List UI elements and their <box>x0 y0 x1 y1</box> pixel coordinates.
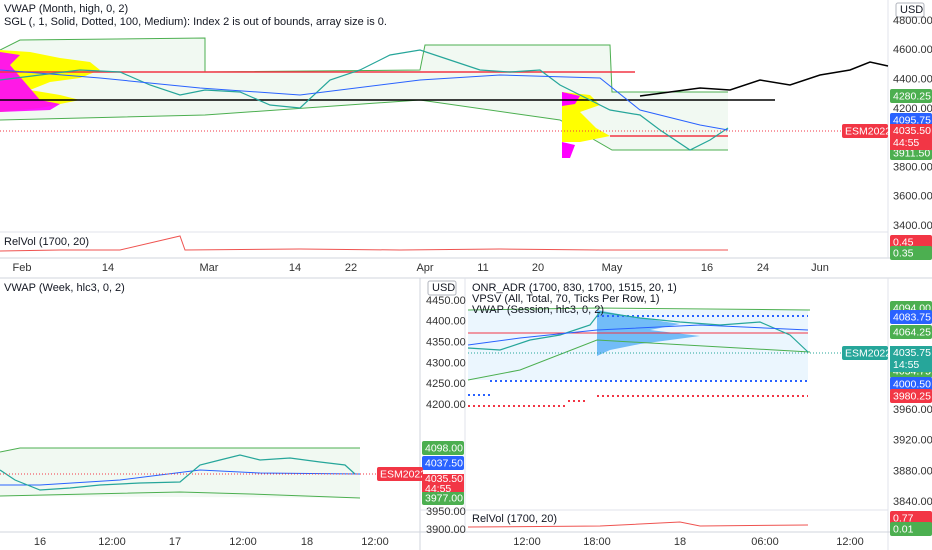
price-badge-text: 4095.75 <box>893 114 931 126</box>
symbol-price-badge <box>890 124 932 150</box>
indicator-legend: VPSV (All, Total, 70, Ticks Per Row, 1) <box>472 293 659 305</box>
price-badge <box>422 491 464 505</box>
price-badge <box>890 113 932 127</box>
time-axis-label: 24 <box>757 262 769 274</box>
symbol-price: 4035.75 <box>893 347 931 359</box>
time-axis-label: 20 <box>532 262 544 274</box>
countdown: 44:55 <box>425 483 451 495</box>
left-scale-label: 4300.00 <box>426 357 466 369</box>
time-axis-label: 06:00 <box>751 536 779 548</box>
time-axis-label: 12:00 <box>361 536 389 548</box>
relvol-legend: RelVol (1700, 20) <box>4 236 89 248</box>
symbol-badge <box>842 124 888 138</box>
price-badge-text: 4037.50 <box>425 457 463 469</box>
relvol-legend: RelVol (1700, 20) <box>472 513 557 525</box>
symbol-badge <box>842 346 888 360</box>
price-badge <box>890 325 932 339</box>
price-scale-label: 3800.00 <box>893 161 932 173</box>
price-badge-text: 4064.25 <box>893 326 931 338</box>
price-scale-label: 3950.00 <box>426 506 466 518</box>
time-axis-label: 22 <box>345 262 357 274</box>
price-badge <box>890 310 932 324</box>
time-axis-label: Apr <box>416 262 433 274</box>
time-axis-label: 14 <box>289 262 301 274</box>
symbol-price-badge <box>890 346 932 372</box>
price-badge-text: 0.77 <box>893 512 914 524</box>
price-badge <box>890 377 932 391</box>
currency-box <box>427 280 457 296</box>
time-axis-label: 12:00 <box>513 536 541 548</box>
symbol-price: 4035.50 <box>425 473 463 485</box>
price-badge-text: 3977.00 <box>425 492 463 504</box>
price-scale-label: 3840.00 <box>893 496 932 508</box>
time-axis-label: 16 <box>701 262 713 274</box>
price-scale-label: 4800.00 <box>893 15 932 27</box>
price-scale-label: 3880.00 <box>893 465 932 477</box>
price-scale-label: 3600.00 <box>893 191 932 203</box>
price-badge-text: 3911.50 <box>893 147 930 159</box>
price-badge <box>422 456 464 470</box>
countdown: 14:55 <box>893 359 919 371</box>
price-badge <box>890 89 932 103</box>
symbol-text: ESM2022 <box>845 347 891 359</box>
indicator-legend: ONR_ADR (1700, 830, 1700, 1515, 20, 1) <box>472 282 677 294</box>
price-scale-label: 4200.00 <box>893 103 932 115</box>
price-badge-text: 0.01 <box>893 523 914 535</box>
price-badge-text: 0.35 <box>893 247 914 259</box>
price-scale-label: 3400.00 <box>893 220 932 232</box>
price-badge-text: 4000.50 <box>893 378 931 390</box>
symbol-badge <box>377 467 423 481</box>
left-scale-label: 4350.00 <box>426 337 466 349</box>
price-badge-text: 4083.75 <box>893 311 931 323</box>
countdown: 44:55 <box>893 137 919 149</box>
price-badge-text: 0.45 <box>893 236 914 248</box>
time-axis-label: 16 <box>34 536 46 548</box>
time-axis-label: 18 <box>674 536 686 548</box>
symbol-text: ESM2022 <box>845 125 891 137</box>
symbol-price-badge <box>422 474 464 492</box>
time-axis-label: 12:00 <box>229 536 257 548</box>
time-axis-label: 14 <box>102 262 114 274</box>
currency-box <box>895 2 925 18</box>
indicator-legend: VWAP (Month, high, 0, 2) <box>4 3 128 15</box>
price-badge <box>890 389 932 403</box>
price-badge-text: 3980.25 <box>893 390 931 402</box>
time-axis-label: Jun <box>811 262 829 274</box>
currency: USD <box>900 4 923 16</box>
time-axis-label: 18:00 <box>583 536 611 548</box>
time-axis-label: Feb <box>13 262 32 274</box>
symbol-text: ESM2022 <box>380 468 426 480</box>
price-scale-label: 4600.00 <box>893 44 932 56</box>
price-scale-label: 3960.00 <box>893 404 932 416</box>
price-badge <box>890 522 932 536</box>
symbol-price: 4035.50 <box>893 125 931 137</box>
left-scale-label: 4200.00 <box>426 399 466 411</box>
time-axis-label: 18 <box>301 536 313 548</box>
price-badge <box>890 246 932 260</box>
price-scale-label: 4400.00 <box>893 74 932 86</box>
time-axis-label: 12:00 <box>836 536 864 548</box>
left-scale-label: 4450.00 <box>426 295 466 307</box>
left-scale-label: 4400.00 <box>426 316 466 328</box>
price-badge-text: 4280.25 <box>893 90 931 102</box>
time-axis-label: 12:00 <box>98 536 126 548</box>
indicator-legend: SGL (, 1, Solid, Dotted, 100, Medium): I… <box>4 16 387 28</box>
time-axis-label: 11 <box>477 262 488 274</box>
time-axis-label: Mar <box>200 262 219 274</box>
currency: USD <box>432 282 455 294</box>
price-badge <box>890 511 932 525</box>
price-scale-label: 3920.00 <box>893 435 932 447</box>
price-badge <box>422 441 464 455</box>
time-axis-label: 17 <box>169 536 181 548</box>
price-scale-label: 3900.00 <box>426 524 466 536</box>
indicator-legend: VWAP (Session, hlc3, 0, 2) <box>472 304 604 316</box>
left-scale-label: 4250.00 <box>426 378 466 390</box>
time-axis-label: May <box>602 262 623 274</box>
price-badge-text: 4098.00 <box>425 442 463 454</box>
indicator-legend: VWAP (Week, hlc3, 0, 2) <box>4 282 125 294</box>
price-badge <box>890 235 932 249</box>
